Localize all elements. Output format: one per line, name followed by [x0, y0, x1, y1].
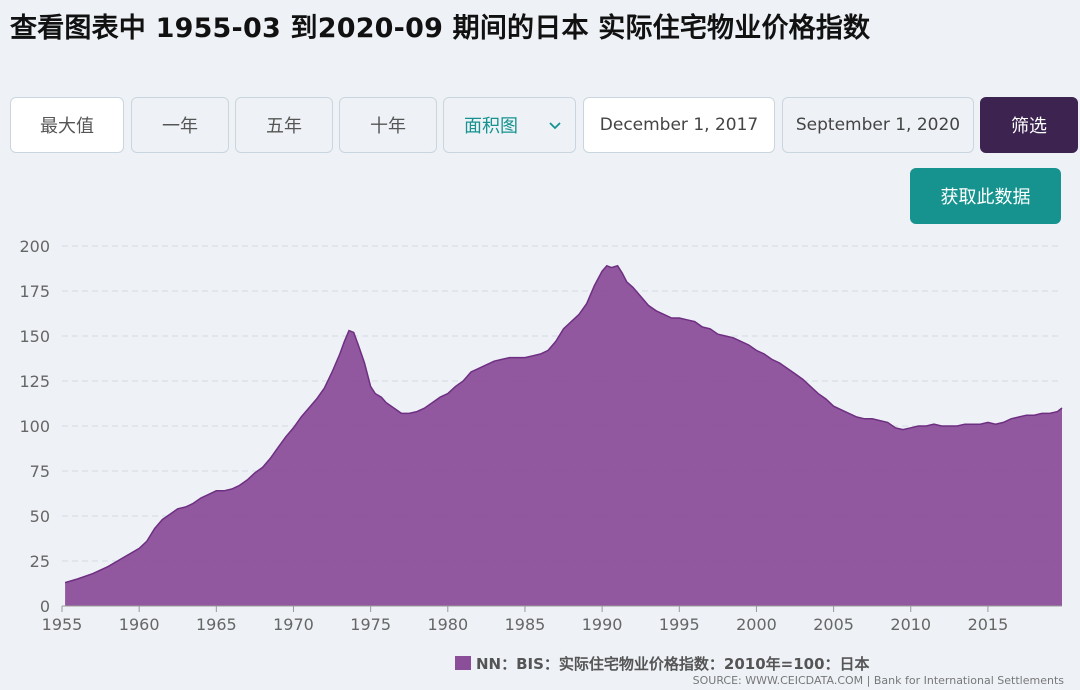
legend-label: NN：BIS：实际住宅物业价格指数：2010年=100：日本	[476, 655, 870, 673]
x-tick-label: 1995	[659, 615, 700, 634]
series-line	[64, 264, 1063, 584]
x-tick-label: 2000	[736, 615, 777, 634]
y-tick-label: 0	[40, 597, 50, 616]
chevron-down-icon	[549, 122, 561, 130]
chart-type-select[interactable]: 面积图	[443, 97, 576, 153]
x-tick-label: 1985	[505, 615, 546, 634]
y-tick-label: 200	[19, 237, 50, 256]
x-tick-label: 2010	[890, 615, 931, 634]
x-tick-label: 1980	[427, 615, 468, 634]
max-range-button[interactable]: 最大值	[10, 97, 124, 153]
y-tick-label: 125	[19, 372, 50, 391]
y-tick-label: 50	[30, 507, 50, 526]
area-series	[65, 265, 1062, 606]
legend-swatch	[455, 656, 471, 670]
x-tick-label: 2005	[813, 615, 854, 634]
x-tick-label: 1965	[196, 615, 237, 634]
x-tick-label: 1960	[119, 615, 160, 634]
y-tick-label: 175	[19, 282, 50, 301]
y-tick-label: 150	[19, 327, 50, 346]
get-data-button[interactable]: 获取此数据	[910, 168, 1061, 224]
y-tick-label: 75	[30, 462, 50, 481]
y-tick-label: 100	[19, 417, 50, 436]
source-note: SOURCE: WWW.CEICDATA.COM | Bank for Inte…	[692, 674, 1064, 687]
chart-type-label: 面积图	[464, 116, 518, 137]
y-tick-label: 25	[30, 552, 50, 571]
filter-button[interactable]: 筛选	[980, 97, 1078, 153]
x-tick-label: 1970	[273, 615, 314, 634]
x-tick-label: 2015	[968, 615, 1009, 634]
x-tick-label: 1975	[350, 615, 391, 634]
five-year-button[interactable]: 五年	[235, 97, 333, 153]
x-tick-label: 1990	[582, 615, 623, 634]
one-year-button[interactable]: 一年	[131, 97, 229, 153]
start-date-input[interactable]: December 1, 2017	[583, 97, 775, 153]
x-tick-label: 1955	[42, 615, 83, 634]
page-title: 查看图表中 1955-03 到2020-09 期间的日本 实际住宅物业价格指数	[10, 13, 871, 44]
end-date-input[interactable]: September 1, 2020	[782, 97, 974, 153]
ten-year-button[interactable]: 十年	[339, 97, 437, 153]
